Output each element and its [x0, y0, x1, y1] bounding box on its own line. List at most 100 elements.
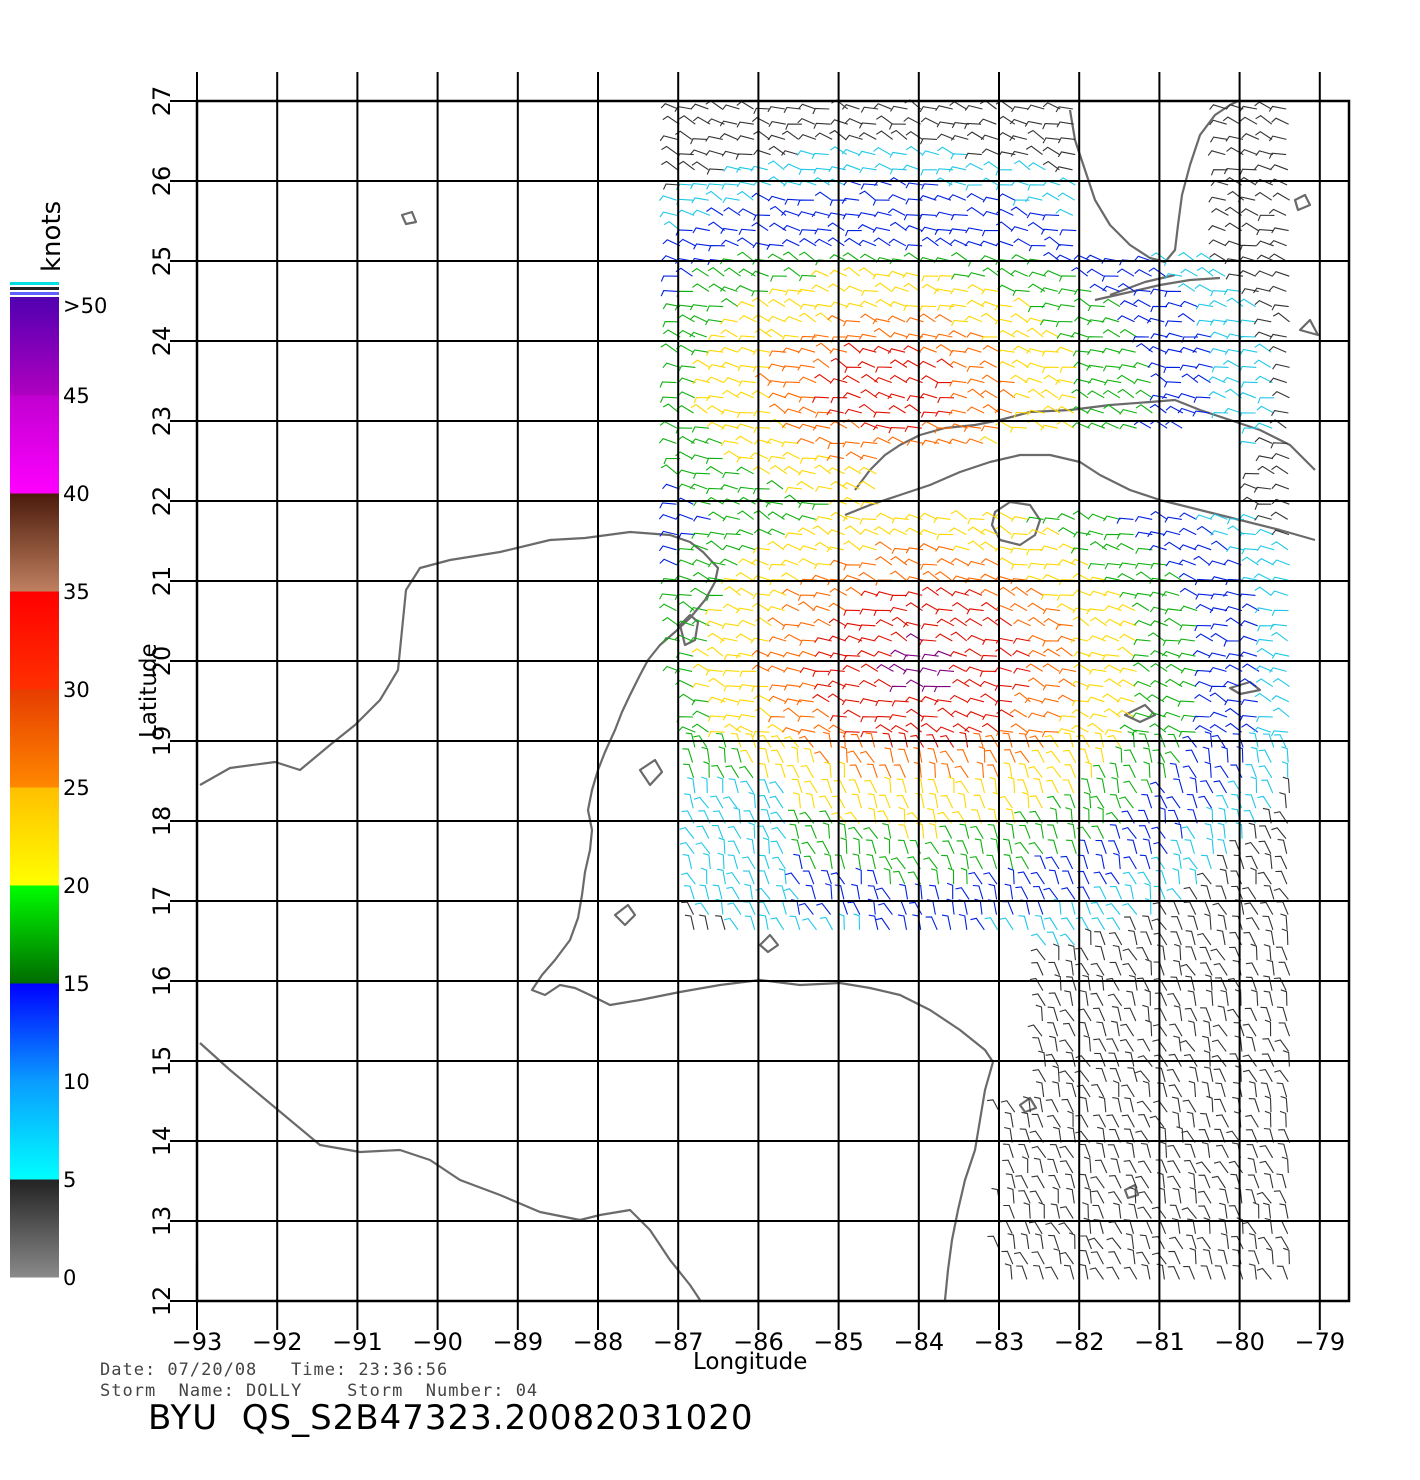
wind-barb	[902, 272, 921, 279]
wind-barb	[728, 778, 739, 794]
wind-barb	[791, 778, 803, 794]
wind-barb	[866, 853, 876, 870]
wind-barb	[813, 683, 832, 690]
wind-barb	[1203, 1050, 1211, 1067]
wind-barb	[1147, 632, 1165, 642]
wind-barb	[1033, 885, 1046, 900]
wind-barb	[1216, 794, 1229, 809]
wind-barb	[662, 115, 680, 125]
longitude-tick-label: −90	[412, 1328, 463, 1356]
wind-barb	[860, 716, 878, 723]
wind-barb	[814, 191, 832, 201]
wind-barb	[707, 531, 725, 538]
wind-barb	[1188, 1080, 1197, 1098]
wind-barb	[1196, 872, 1212, 885]
wind-barb	[736, 466, 754, 475]
wind-barb	[674, 634, 693, 642]
wind-barb	[927, 808, 937, 824]
wind-barb	[1150, 562, 1168, 569]
wind-barb	[1026, 317, 1044, 324]
wind-barb	[1133, 289, 1151, 296]
wind-barb	[859, 122, 877, 129]
wind-barb	[848, 826, 863, 839]
wind-barb	[1222, 116, 1241, 125]
wind-barb	[719, 133, 738, 140]
longitude-tick-label: −92	[252, 1328, 303, 1356]
wind-barb	[1250, 776, 1258, 794]
wind-barb	[705, 150, 724, 156]
wind-barb	[966, 406, 985, 414]
wind-barb	[838, 761, 846, 778]
wind-barb	[1256, 240, 1274, 247]
wind-barb	[859, 167, 877, 174]
wind-barb	[1119, 667, 1137, 674]
wind-barb	[745, 733, 757, 748]
wind-barb	[872, 199, 890, 206]
wind-barb	[929, 884, 940, 900]
latitude-tick-label: 26	[148, 166, 176, 197]
colorbar-label: 25	[63, 776, 90, 800]
wind-barb	[1085, 254, 1104, 262]
wind-barb	[1137, 871, 1152, 885]
wind-barb	[1072, 350, 1090, 357]
wind-barb	[987, 899, 998, 915]
wind-barb	[1178, 572, 1197, 581]
wind-barb	[1010, 374, 1028, 384]
wind-barb	[887, 436, 906, 444]
wind-barb	[783, 684, 802, 691]
wind-barb	[744, 915, 756, 930]
wind-barb	[1038, 1201, 1045, 1219]
wind-barb	[816, 902, 832, 915]
wind-barb	[858, 267, 876, 277]
wind-barb	[980, 134, 999, 141]
wind-barb	[1150, 373, 1168, 384]
wind-barb	[939, 825, 953, 839]
wind-barb	[1084, 1156, 1092, 1174]
longitude-tick-label: −83	[974, 1328, 1025, 1356]
wind-barb	[1004, 1263, 1013, 1280]
wind-barb	[784, 315, 803, 323]
wind-barb	[1107, 734, 1122, 748]
wind-barb	[1013, 411, 1031, 419]
wind-barb	[840, 746, 848, 763]
wind-barb	[712, 810, 726, 824]
wind-barb	[693, 515, 711, 522]
wind-barb	[681, 901, 694, 915]
wind-barb	[976, 761, 985, 778]
wind-barb	[1149, 606, 1168, 613]
wind-barb	[1182, 1099, 1197, 1113]
wind-barb	[659, 420, 678, 429]
wind-barb	[981, 288, 999, 295]
wind-barb	[890, 649, 908, 657]
wind-barb	[1135, 571, 1153, 581]
wind-barb	[898, 732, 908, 748]
wind-barb	[1178, 730, 1196, 738]
wind-barb	[705, 135, 723, 142]
wind-barb	[736, 190, 754, 201]
wind-barb	[1043, 251, 1061, 262]
wind-barb	[1184, 1143, 1196, 1158]
wind-barb	[1059, 229, 1077, 236]
latitude-tick-label: 16	[148, 966, 176, 997]
wind-barb	[948, 776, 955, 794]
wind-barb	[689, 606, 708, 613]
wind-barb	[1087, 651, 1106, 658]
wind-barb	[919, 529, 937, 536]
wind-barb	[707, 561, 726, 568]
wind-barb	[980, 528, 998, 536]
wind-barb	[1082, 1202, 1089, 1219]
wind-barb	[1046, 931, 1060, 946]
wind-barb	[982, 196, 1001, 203]
wind-barb	[950, 510, 968, 520]
wind-barb	[733, 807, 742, 824]
wind-barb	[1084, 928, 1092, 946]
wind-barb	[847, 901, 861, 915]
wind-barb	[1150, 510, 1168, 520]
wind-barb	[1166, 796, 1181, 809]
wind-barb	[1049, 807, 1058, 824]
wind-barb	[767, 363, 786, 370]
wind-barb	[950, 423, 968, 429]
wind-barb	[1057, 635, 1075, 642]
wind-barb	[1011, 329, 1030, 338]
wind-barb	[1208, 652, 1226, 659]
